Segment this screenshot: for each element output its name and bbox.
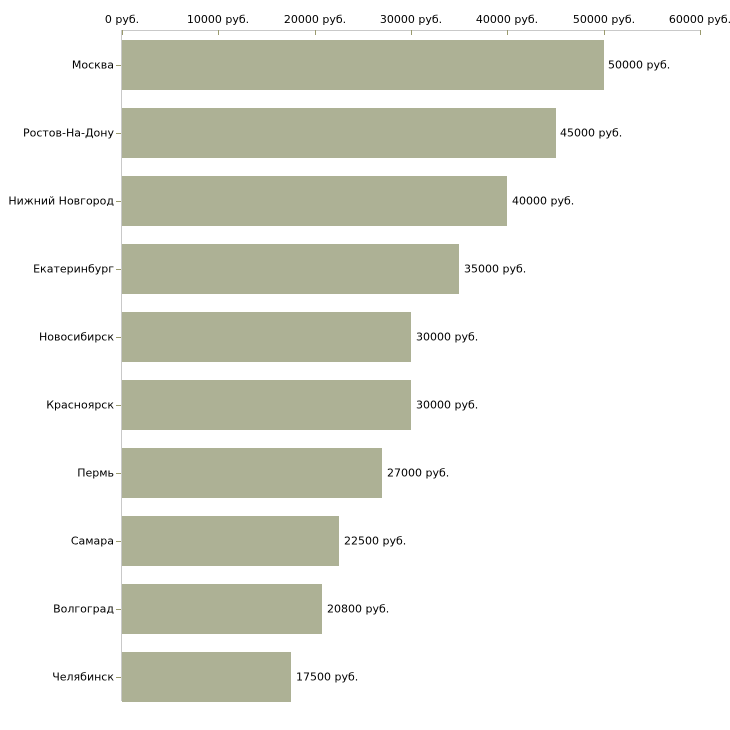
x-tick-mark: [700, 30, 701, 35]
x-tick-label: 10000 руб.: [186, 13, 250, 26]
x-tick-label: 0 руб.: [104, 13, 140, 26]
bar-samara[interactable]: [122, 516, 339, 566]
bar-perm[interactable]: [122, 448, 383, 498]
bar-nizhniy-novgorod[interactable]: [122, 176, 508, 226]
y-category-label-nizhniy-novgorod: Нижний Новгород: [8, 194, 114, 208]
bar-krasnoyarsk[interactable]: [122, 380, 411, 430]
y-category-label-chelyabinsk: Челябинск: [52, 670, 114, 684]
y-tick-mark: [116, 541, 121, 542]
x-tick-label: 30000 руб.: [379, 13, 443, 26]
bar-ekaterinburg[interactable]: [122, 244, 460, 294]
y-tick-mark: [116, 337, 121, 338]
x-tick-label: 20000 руб.: [283, 13, 347, 26]
bar-value-label-rostov-na-donu: 45000 руб.: [560, 126, 623, 140]
x-tick-label: 60000 руб.: [668, 13, 730, 26]
x-tick-label: 40000 руб.: [475, 13, 539, 26]
bar-value-label-novosibirsk: 30000 руб.: [416, 330, 479, 344]
bar-value-label-perm: 27000 руб.: [387, 466, 450, 480]
bar-value-label-samara: 22500 руб.: [344, 534, 407, 548]
bar-value-label-volgograd: 20800 руб.: [327, 602, 390, 616]
y-category-label-novosibirsk: Новосибирск: [38, 330, 114, 344]
y-tick-mark: [116, 201, 121, 202]
bar-value-label-nizhniy-novgorod: 40000 руб.: [512, 194, 575, 208]
y-category-label-moskva: Москва: [71, 58, 114, 72]
y-category-label-perm: Пермь: [77, 466, 114, 480]
y-tick-mark: [116, 133, 121, 134]
y-category-label-ekaterinburg: Екатеринбург: [33, 262, 114, 276]
bar-volgograd[interactable]: [122, 584, 323, 634]
y-axis-category-labels: Москва Ростов-На-Дону Нижний Новгород Ек…: [0, 0, 114, 730]
bar-rostov-na-donu[interactable]: [122, 108, 556, 158]
y-axis-line: [121, 30, 122, 701]
y-tick-mark: [116, 269, 121, 270]
y-tick-mark: [116, 65, 121, 66]
bar-chelyabinsk[interactable]: [122, 652, 291, 702]
x-tick-mark: [604, 30, 605, 35]
y-category-label-samara: Самара: [70, 534, 114, 548]
x-tick-mark: [507, 30, 508, 35]
y-category-label-volgograd: Волгоград: [53, 602, 114, 616]
y-category-label-rostov-na-donu: Ростов-На-Дону: [22, 126, 114, 140]
bar-value-label-krasnoyarsk: 30000 руб.: [416, 398, 479, 412]
y-tick-mark: [116, 405, 121, 406]
y-category-label-krasnoyarsk: Красноярск: [46, 398, 114, 412]
y-tick-mark: [116, 609, 121, 610]
x-tick-mark: [122, 30, 123, 35]
bar-novosibirsk[interactable]: [122, 312, 411, 362]
x-tick-mark: [411, 30, 412, 35]
bar-value-label-chelyabinsk: 17500 руб.: [296, 670, 359, 684]
x-tick-label: 50000 руб.: [572, 13, 636, 26]
y-tick-mark: [116, 473, 121, 474]
x-tick-mark: [315, 30, 316, 35]
x-tick-mark: [218, 30, 219, 35]
bar-value-label-ekaterinburg: 35000 руб.: [464, 262, 527, 276]
bar-value-label-moskva: 50000 руб.: [608, 58, 671, 72]
y-tick-mark: [116, 677, 121, 678]
bar-moskva[interactable]: [122, 40, 604, 90]
